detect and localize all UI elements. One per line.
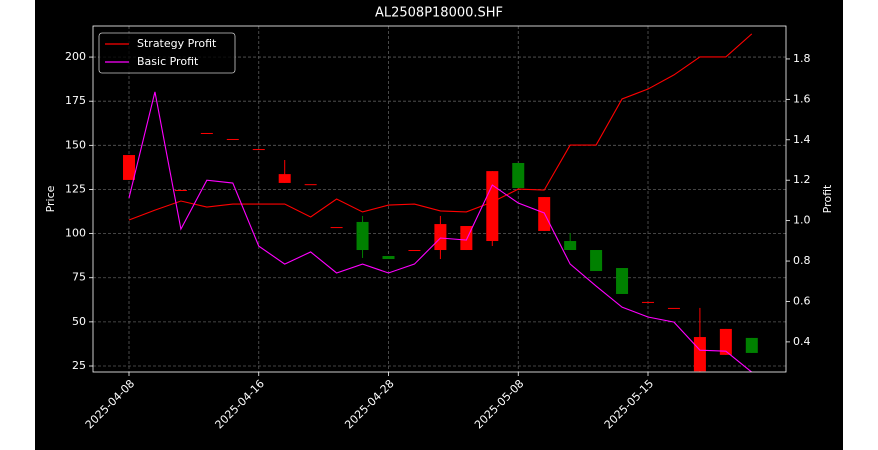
y-tick-label: 200 bbox=[65, 50, 86, 63]
candle-body bbox=[123, 155, 135, 180]
legend-box bbox=[98, 32, 236, 74]
y2-axis-label: Profit bbox=[821, 184, 834, 213]
candle-body bbox=[330, 227, 343, 229]
y-tick-label: 50 bbox=[72, 315, 86, 328]
candle-body bbox=[667, 307, 680, 309]
y2-tick-label: 1.2 bbox=[793, 173, 811, 186]
candle-body bbox=[226, 138, 239, 140]
y-tick-label: 150 bbox=[65, 138, 86, 151]
candle-body bbox=[382, 256, 395, 260]
candle-body bbox=[693, 337, 706, 372]
y2-tick-label: 0.6 bbox=[793, 294, 811, 307]
candle-body bbox=[486, 171, 499, 242]
candle-body bbox=[278, 174, 291, 183]
y-tick-label: 25 bbox=[72, 359, 86, 372]
candle-body bbox=[564, 241, 577, 251]
chart-title: AL2508P18000.SHF bbox=[375, 6, 503, 21]
candle-body bbox=[460, 226, 473, 251]
y2-tick-label: 1.0 bbox=[793, 214, 811, 227]
candle-body bbox=[252, 149, 265, 151]
y-tick-label: 125 bbox=[65, 182, 86, 195]
candle-body bbox=[616, 268, 629, 294]
candle-body bbox=[304, 184, 317, 186]
y2-tick-label: 0.8 bbox=[793, 254, 811, 267]
y2-tick-label: 1.4 bbox=[793, 133, 811, 146]
y2-tick-label: 0.4 bbox=[793, 335, 811, 348]
candle-body bbox=[200, 132, 213, 134]
candle-body bbox=[590, 250, 603, 272]
candle-body bbox=[408, 250, 421, 252]
plot-marks bbox=[123, 33, 758, 372]
legend-label: Basic Profit bbox=[137, 55, 199, 68]
y2-tick-label: 1.8 bbox=[793, 52, 811, 65]
legend: Strategy Profit Basic Profit bbox=[98, 32, 236, 74]
candle-body bbox=[174, 189, 187, 191]
y-tick-label: 175 bbox=[65, 94, 86, 107]
candle-body bbox=[642, 301, 654, 303]
plot-frame bbox=[92, 25, 787, 373]
profit-line bbox=[128, 91, 753, 372]
y2-tick-label: 1.6 bbox=[793, 92, 811, 105]
legend-label: Strategy Profit bbox=[137, 37, 217, 50]
profit-line bbox=[128, 33, 753, 221]
y-tick-label: 75 bbox=[72, 271, 86, 284]
candle-body bbox=[512, 162, 525, 189]
candle-body bbox=[356, 221, 369, 251]
y-tick-label: 100 bbox=[65, 227, 86, 240]
candle-body bbox=[719, 328, 732, 355]
y-axis-label: Price bbox=[44, 185, 57, 212]
candle-body bbox=[434, 224, 447, 251]
candle-body bbox=[745, 337, 758, 353]
